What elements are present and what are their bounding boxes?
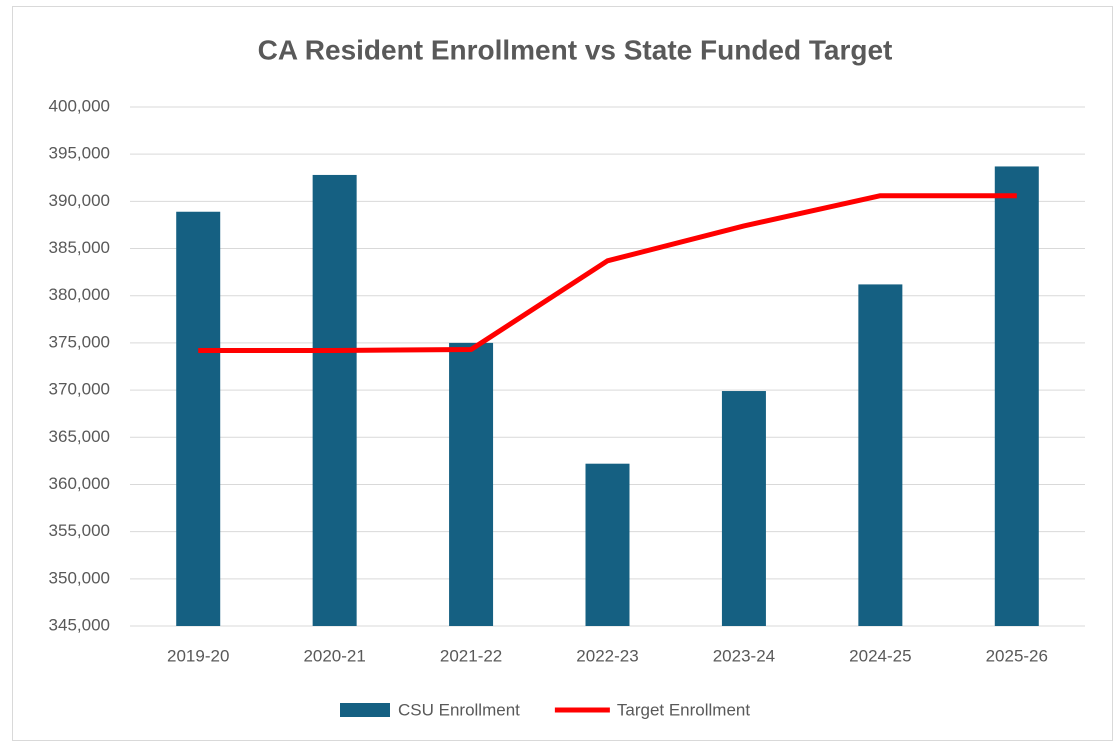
x-tick-label: 2025-26 <box>986 646 1048 665</box>
y-tick-label: 355,000 <box>49 521 110 540</box>
x-tick-label: 2024-25 <box>849 646 911 665</box>
bar <box>994 166 1039 626</box>
y-tick-label: 375,000 <box>49 332 110 351</box>
y-tick-label: 380,000 <box>49 285 110 304</box>
x-tick-label: 2020-21 <box>303 646 365 665</box>
y-tick-label: 345,000 <box>49 615 110 634</box>
bar <box>312 174 357 626</box>
bar <box>721 391 766 626</box>
chart-title: CA Resident Enrollment vs State Funded T… <box>258 34 893 65</box>
bar <box>176 211 221 626</box>
x-tick-label: 2023-24 <box>713 646 775 665</box>
y-tick-label: 350,000 <box>49 568 110 587</box>
bar <box>449 342 494 626</box>
y-tick-label: 395,000 <box>49 144 110 163</box>
y-tick-label: 400,000 <box>49 96 110 115</box>
bar <box>585 463 630 626</box>
y-tick-label: 365,000 <box>49 427 110 446</box>
y-tick-label: 385,000 <box>49 238 110 257</box>
legend-label: CSU Enrollment <box>398 700 520 719</box>
x-tick-label: 2021-22 <box>440 646 502 665</box>
bar <box>858 284 903 626</box>
y-tick-label: 390,000 <box>49 191 110 210</box>
line <box>198 193 1017 353</box>
x-tick-label: 2019-20 <box>167 646 229 665</box>
y-tick-label: 370,000 <box>49 380 110 399</box>
legend-label: Target Enrollment <box>617 700 751 719</box>
x-tick-label: 2022-23 <box>576 646 638 665</box>
legend-swatch <box>340 703 390 717</box>
y-tick-label: 360,000 <box>49 474 110 493</box>
